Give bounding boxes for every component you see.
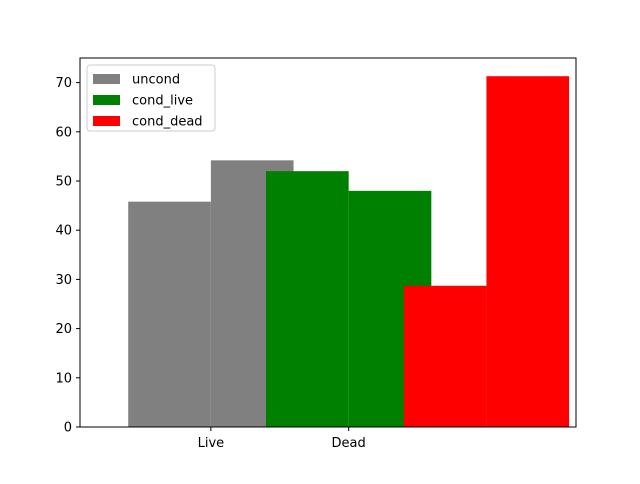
y-tick-label: 10 (55, 371, 72, 386)
bar-uncond-0 (128, 201, 211, 427)
bars-layer (128, 76, 570, 427)
y-tick-label: 40 (55, 224, 72, 239)
y-tick-label: 60 (55, 125, 72, 140)
legend-swatch-uncond (93, 74, 120, 84)
bar-cond_dead-1 (486, 76, 570, 427)
plot-frame (79, 57, 577, 428)
y-tick-label: 70 (55, 76, 72, 91)
x-tick-label: Dead (332, 436, 366, 451)
legend-swatch-cond_dead (93, 116, 120, 126)
legend-label-cond_dead: cond_dead (132, 115, 203, 130)
bar-cond_dead-0 (403, 285, 487, 427)
x-tick-label: Live (198, 436, 225, 451)
y-tick-label: 50 (55, 175, 72, 190)
legend: uncond cond_live cond_dead (86, 64, 216, 132)
y-tick-label: 20 (55, 322, 72, 337)
y-tick-label: 0 (64, 421, 72, 436)
axes-layer: 0 10 20 30 40 50 60 70 Live Dead (55, 57, 577, 451)
y-tick-label: 30 (55, 273, 72, 288)
legend-label-uncond: uncond (132, 73, 180, 88)
legend-swatch-cond_live (93, 95, 120, 105)
bar-cond_live-0 (266, 171, 349, 427)
legend-label-cond_live: cond_live (132, 94, 193, 109)
